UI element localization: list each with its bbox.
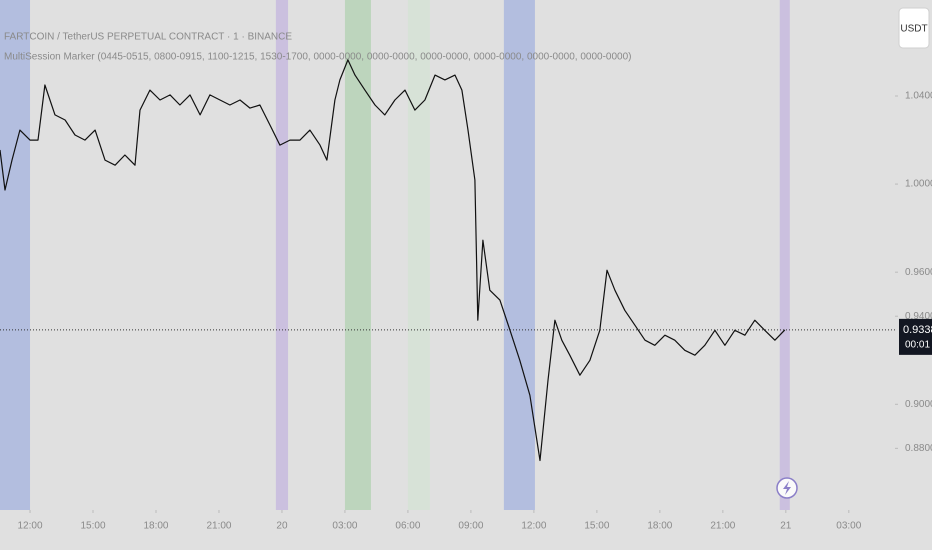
x-tick-label: 12:00 — [18, 521, 43, 532]
y-tick-label: 0.8800 — [905, 443, 932, 454]
x-tick-label: 21:00 — [710, 521, 735, 532]
x-tick-label: 21 — [780, 521, 792, 532]
sessions — [0, 0, 790, 510]
x-tick-label: 18:00 — [647, 521, 672, 532]
axes — [29, 95, 898, 513]
countdown-label: 00:01 — [905, 340, 930, 351]
x-tick-label: 06:00 — [395, 521, 420, 532]
session-band — [779, 0, 790, 510]
x-tick-label: 15:00 — [80, 521, 105, 532]
x-tick-label: 18:00 — [143, 521, 168, 532]
x-tick-label: 09:00 — [458, 521, 483, 532]
x-tick-label: 12:00 — [521, 521, 546, 532]
y-tick-label: 1.0400 — [905, 91, 932, 102]
currency-button[interactable] — [898, 7, 930, 49]
chart-title: FARTCOIN / TetherUS PERPETUAL CONTRACT ·… — [4, 32, 292, 43]
session-band — [0, 0, 31, 510]
last-price-label: 0.9338 — [903, 324, 932, 336]
replay-icon[interactable] — [776, 477, 798, 499]
x-tick-label: 03:00 — [332, 521, 357, 532]
session-band — [344, 0, 371, 510]
x-tick-label: 03:00 — [836, 521, 861, 532]
last-price-box — [899, 318, 932, 355]
x-tick-label: 15:00 — [584, 521, 609, 532]
currency-label[interactable]: USDT — [900, 24, 927, 35]
price-line — [0, 59, 786, 462]
x-tick-label: 21:00 — [206, 521, 231, 532]
session-band — [275, 0, 289, 510]
x-tick-label: 20 — [276, 521, 288, 532]
y-tick-label: 1.0000 — [905, 179, 932, 190]
session-band — [407, 0, 430, 510]
session-band — [503, 0, 535, 510]
indicator-label: MultiSession Marker (0445-0515, 0800-091… — [4, 52, 632, 63]
